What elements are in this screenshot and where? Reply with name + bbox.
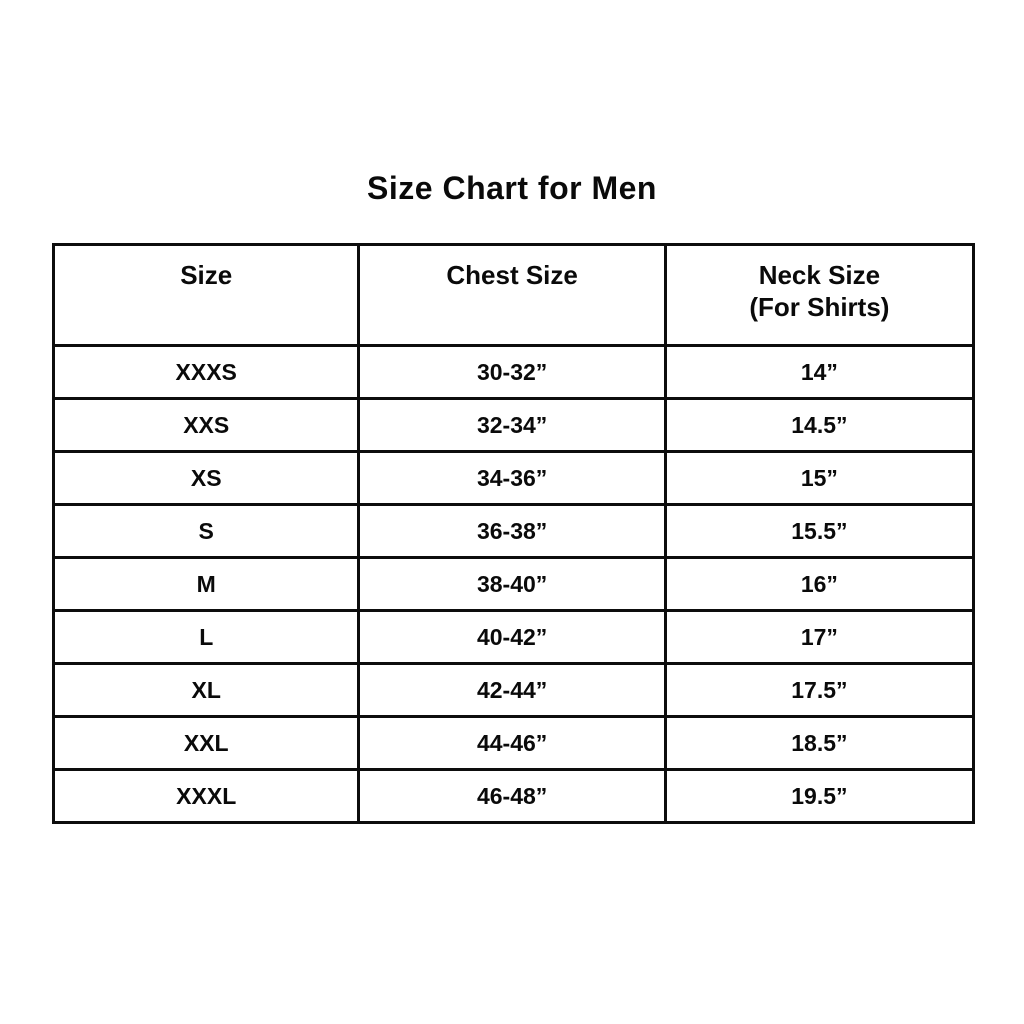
chest-size-cell: 30-32” <box>357 344 667 400</box>
neck-size-cell: 16” <box>663 556 976 612</box>
size-cell: M <box>51 556 361 612</box>
column-header-neck-size: Neck Size (For Shirts) <box>663 243 976 347</box>
size-cell: XS <box>51 450 361 506</box>
column-header-chest-size-label: Chest Size <box>446 260 578 290</box>
table-row: M 38-40” 16” <box>51 556 976 612</box>
table-row: XL 42-44” 17.5” <box>51 662 976 718</box>
header-row: Size Chest Size Neck Size (For Shirts) <box>51 243 976 347</box>
neck-size-cell: 14” <box>663 344 976 400</box>
table-row: XXXS 30-32” 14” <box>51 344 976 400</box>
chest-size-cell: 34-36” <box>357 450 667 506</box>
table-row: S 36-38” 15.5” <box>51 503 976 559</box>
chest-size-cell: 42-44” <box>357 662 667 718</box>
neck-size-cell: 17.5” <box>663 662 976 718</box>
chest-size-cell: 44-46” <box>357 715 667 771</box>
size-cell: XXXS <box>51 344 361 400</box>
table-row: XS 34-36” 15” <box>51 450 976 506</box>
page-title: Size Chart for Men <box>367 170 657 206</box>
neck-size-cell: 15” <box>663 450 976 506</box>
chest-size-cell: 38-40” <box>357 556 667 612</box>
neck-size-cell: 14.5” <box>663 397 976 453</box>
neck-size-cell: 18.5” <box>663 715 976 771</box>
table-row: XXL 44-46” 18.5” <box>51 715 976 771</box>
table-row: L 40-42” 17” <box>51 609 976 665</box>
column-header-neck-size-line1: Neck Size <box>758 260 881 290</box>
neck-size-cell: 17” <box>663 609 976 665</box>
neck-size-cell: 15.5” <box>663 503 976 559</box>
size-cell: L <box>51 609 361 665</box>
column-header-chest-size: Chest Size <box>357 243 667 347</box>
neck-size-cell: 19.5” <box>663 768 976 824</box>
chest-size-cell: 36-38” <box>357 503 667 559</box>
chest-size-cell: 32-34” <box>357 397 667 453</box>
column-header-size: Size <box>51 243 361 347</box>
column-header-neck-size-line2: (For Shirts) <box>749 291 890 322</box>
size-cell: S <box>51 503 361 559</box>
size-cell: XXXL <box>51 768 361 824</box>
chest-size-cell: 46-48” <box>357 768 667 824</box>
table-header: Size Chest Size Neck Size (For Shirts) <box>51 243 976 347</box>
size-cell: XXL <box>51 715 361 771</box>
size-chart-table: Size Chest Size Neck Size (For Shirts) X… <box>51 243 976 824</box>
table-body: XXXS 30-32” 14” XXS 32-34” 14.5” XS 34-3… <box>51 344 976 824</box>
table-row: XXXL 46-48” 19.5” <box>51 768 976 824</box>
size-cell: XL <box>51 662 361 718</box>
size-cell: XXS <box>51 397 361 453</box>
chest-size-cell: 40-42” <box>357 609 667 665</box>
table-row: XXS 32-34” 14.5” <box>51 397 976 453</box>
column-header-size-label: Size <box>180 260 233 290</box>
